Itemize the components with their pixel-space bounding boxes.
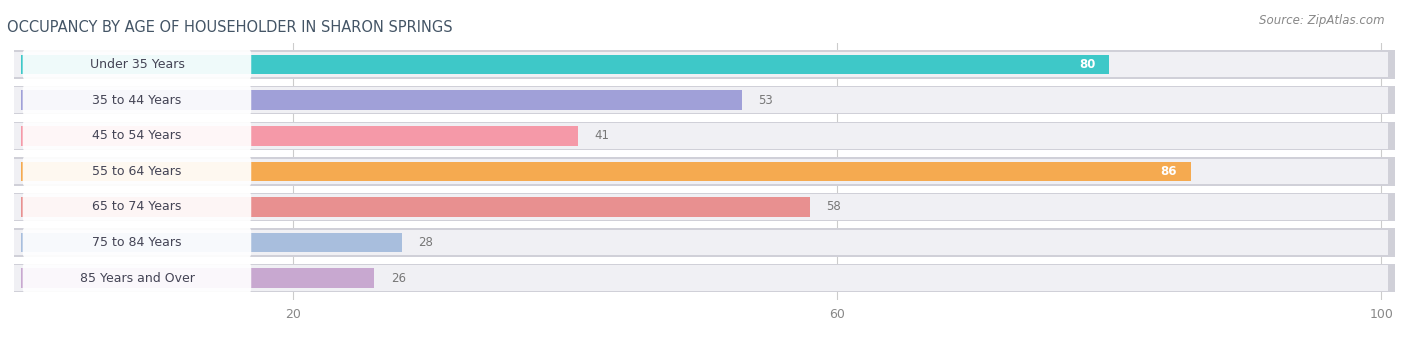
Bar: [14, 159, 1388, 184]
Bar: [14, 265, 1388, 291]
Bar: [14, 52, 1388, 77]
Bar: [14, 157, 1395, 186]
Text: 85 Years and Over: 85 Years and Over: [80, 271, 194, 284]
FancyBboxPatch shape: [22, 228, 252, 257]
Bar: [14, 123, 1388, 149]
Text: 53: 53: [758, 94, 773, 107]
Bar: [21, 162, 1191, 181]
Text: 75 to 84 Years: 75 to 84 Years: [93, 236, 181, 249]
FancyBboxPatch shape: [22, 263, 252, 293]
Bar: [14, 87, 1388, 113]
Text: 26: 26: [391, 271, 406, 284]
FancyBboxPatch shape: [22, 50, 252, 79]
FancyBboxPatch shape: [22, 121, 252, 150]
Text: 65 to 74 Years: 65 to 74 Years: [93, 201, 181, 213]
Text: 41: 41: [595, 129, 610, 142]
Text: Under 35 Years: Under 35 Years: [90, 58, 184, 71]
Text: 55 to 64 Years: 55 to 64 Years: [93, 165, 181, 178]
Text: OCCUPANCY BY AGE OF HOUSEHOLDER IN SHARON SPRINGS: OCCUPANCY BY AGE OF HOUSEHOLDER IN SHARO…: [7, 19, 453, 34]
Bar: [14, 86, 1395, 115]
Bar: [21, 126, 578, 146]
Text: 35 to 44 Years: 35 to 44 Years: [93, 94, 181, 107]
Bar: [14, 230, 1388, 255]
Bar: [21, 55, 1109, 74]
Bar: [14, 264, 1395, 292]
Bar: [21, 268, 374, 288]
Bar: [21, 90, 742, 110]
Text: Source: ZipAtlas.com: Source: ZipAtlas.com: [1260, 14, 1385, 27]
FancyBboxPatch shape: [22, 157, 252, 186]
Bar: [21, 233, 402, 252]
Text: 58: 58: [827, 201, 841, 213]
Bar: [14, 194, 1388, 220]
Bar: [14, 228, 1395, 257]
FancyBboxPatch shape: [22, 192, 252, 222]
FancyBboxPatch shape: [22, 86, 252, 115]
Text: 80: 80: [1078, 58, 1095, 71]
Bar: [14, 193, 1395, 221]
Bar: [14, 122, 1395, 150]
Bar: [21, 197, 810, 217]
Bar: [14, 50, 1395, 79]
Text: 28: 28: [418, 236, 433, 249]
Text: 86: 86: [1160, 165, 1177, 178]
Text: 45 to 54 Years: 45 to 54 Years: [93, 129, 181, 142]
